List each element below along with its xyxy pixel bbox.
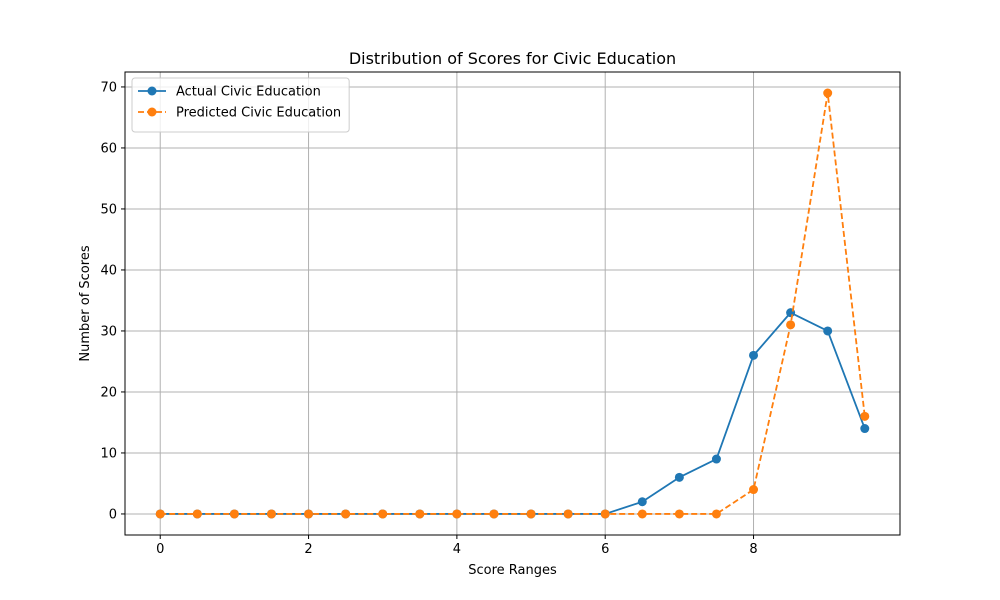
data-point — [860, 411, 870, 421]
data-point — [823, 326, 833, 336]
data-point — [266, 509, 276, 519]
x-tick-label: 2 — [304, 542, 312, 557]
legend-box — [131, 77, 350, 133]
x-tick-label: 8 — [749, 542, 757, 557]
data-point — [674, 472, 684, 482]
y-tick-label: 30 — [100, 324, 117, 339]
series-line — [160, 92, 866, 515]
data-point — [229, 509, 239, 519]
grid — [125, 72, 900, 535]
y-tick-label: 20 — [100, 385, 117, 400]
data-point — [341, 509, 351, 519]
data-point — [600, 509, 610, 519]
plot-area-frame — [124, 71, 901, 536]
data-point — [749, 485, 759, 495]
data-point — [823, 88, 833, 98]
legend-marker-swatch — [147, 86, 157, 96]
data-point — [526, 509, 536, 519]
y-tick-label: 10 — [100, 446, 117, 461]
x-tick-label: 0 — [156, 542, 164, 557]
data-point — [415, 509, 425, 519]
data-point — [192, 509, 202, 519]
chart-title: Distribution of Scores for Civic Educati… — [349, 49, 676, 68]
data-point — [711, 509, 721, 519]
data-point — [304, 509, 314, 519]
data-point — [637, 509, 647, 519]
x-axis-label: Score Ranges — [468, 563, 557, 578]
x-tick-label: 4 — [453, 542, 461, 557]
legend-item: Actual Civic Education — [138, 85, 321, 100]
y-tick-label: 60 — [100, 141, 117, 156]
data-point — [378, 509, 388, 519]
data-point — [489, 509, 499, 519]
y-axis-label: Number of Scores — [78, 245, 93, 361]
axis-ticks: 0 2 4 6 8 0 10 20 30 40 50 60 70 — [100, 80, 757, 557]
legend-item: Predicted Civic Education — [138, 106, 341, 121]
legend-marker-swatch — [147, 107, 157, 117]
y-tick-label: 0 — [109, 507, 117, 522]
data-point — [637, 497, 647, 507]
series-group — [155, 88, 870, 519]
y-tick-label: 50 — [100, 202, 117, 217]
y-tick-label: 70 — [100, 80, 117, 95]
x-tick-label: 6 — [601, 542, 609, 557]
data-point — [786, 320, 796, 330]
legend: Actual Civic Education Predicted Civic Ed… — [131, 77, 350, 133]
data-point — [452, 509, 462, 519]
data-point — [563, 509, 573, 519]
y-tick-label: 40 — [100, 263, 117, 278]
legend-label: Actual Civic Education — [176, 85, 321, 100]
data-point — [860, 424, 870, 434]
legend-label: Predicted Civic Education — [176, 106, 341, 121]
data-point — [749, 350, 759, 360]
data-point — [711, 454, 721, 464]
data-point — [155, 509, 165, 519]
series-2 — [155, 88, 870, 519]
data-point — [674, 509, 684, 519]
